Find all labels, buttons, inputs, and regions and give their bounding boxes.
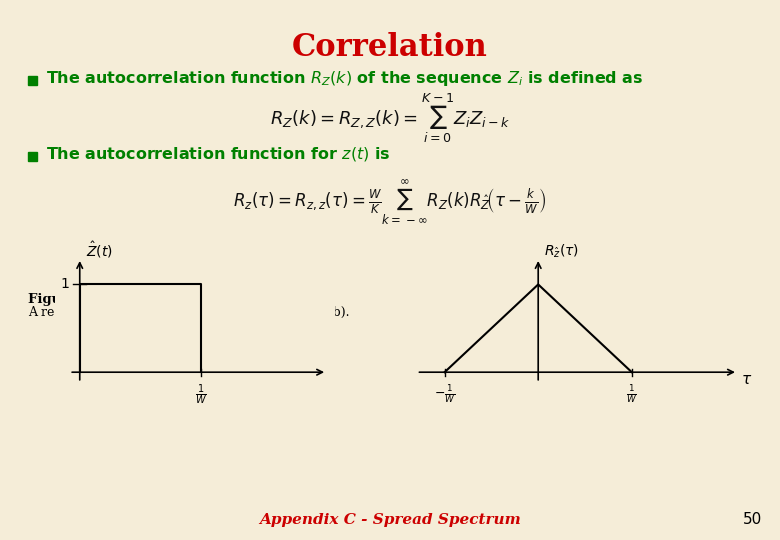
- Text: $\frac{1}{W}$: $\frac{1}{W}$: [195, 383, 207, 407]
- Text: (a): (a): [165, 269, 186, 285]
- Text: $R_Z(k)= R_{Z,Z}(k)=\sum_{i=0}^{K-1}Z_i Z_{i-k}$: $R_Z(k)= R_{Z,Z}(k)=\sum_{i=0}^{K-1}Z_i …: [270, 91, 510, 145]
- Text: $R_z(\tau)= R_{z,z}(\tau)=\frac{W}{K}\sum_{k=-\infty}^{\infty} R_Z(k)R_{\hat{Z}}: $R_z(\tau)= R_{z,z}(\tau)=\frac{W}{K}\su…: [233, 177, 547, 227]
- Text: Appendix C - Spread Spectrum: Appendix C - Spread Spectrum: [259, 513, 521, 527]
- Text: 1: 1: [60, 278, 69, 292]
- Text: $-\frac{1}{W}$: $-\frac{1}{W}$: [434, 383, 456, 404]
- Text: 50: 50: [743, 512, 762, 527]
- Text: Correlation: Correlation: [292, 32, 488, 63]
- Text: The autocorrelation function for $\mathit{z(t)}$ is: The autocorrelation function for $\mathi…: [46, 145, 391, 163]
- Text: (b): (b): [564, 269, 586, 285]
- Text: A rectangular pulse (a) and its autocorrelation (b).: A rectangular pulse (a) and its autocorr…: [28, 306, 349, 319]
- Bar: [28, 76, 37, 84]
- Text: $\tau$: $\tau$: [741, 372, 752, 387]
- Text: The autocorrelation function $\mathit{R_Z}(k)$ of the sequence $\mathit{Z_i}$ is: The autocorrelation function $\mathit{R_…: [46, 69, 644, 87]
- Bar: [28, 152, 37, 160]
- Text: $\frac{1}{W}$: $\frac{1}{W}$: [626, 383, 637, 404]
- Text: $\hat{Z}(t)$: $\hat{Z}(t)$: [86, 240, 113, 260]
- Text: $R_{\hat{z}}(\tau)$: $R_{\hat{z}}(\tau)$: [544, 242, 580, 260]
- Text: Figure C.1: Figure C.1: [28, 293, 105, 306]
